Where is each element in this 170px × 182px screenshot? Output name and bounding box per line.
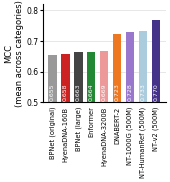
Bar <box>139 31 147 102</box>
Text: 0.770: 0.770 <box>154 83 159 101</box>
Text: 0.658: 0.658 <box>63 83 68 101</box>
Text: 0.655: 0.655 <box>50 83 55 101</box>
Bar <box>87 52 96 102</box>
Text: 0.669: 0.669 <box>102 83 107 101</box>
Bar <box>61 54 70 102</box>
Bar <box>74 52 83 102</box>
Text: 0.728: 0.728 <box>128 83 133 101</box>
Text: 0.723: 0.723 <box>115 83 120 101</box>
Text: 0.663: 0.663 <box>76 83 81 101</box>
Bar <box>113 34 121 102</box>
Text: 0.733: 0.733 <box>141 83 146 101</box>
Bar <box>48 55 57 102</box>
Bar <box>126 32 134 102</box>
Bar <box>152 19 160 102</box>
Bar <box>100 51 108 102</box>
Y-axis label: MCC
(mean across categories): MCC (mean across categories) <box>4 0 24 107</box>
Text: 0.664: 0.664 <box>89 83 94 101</box>
